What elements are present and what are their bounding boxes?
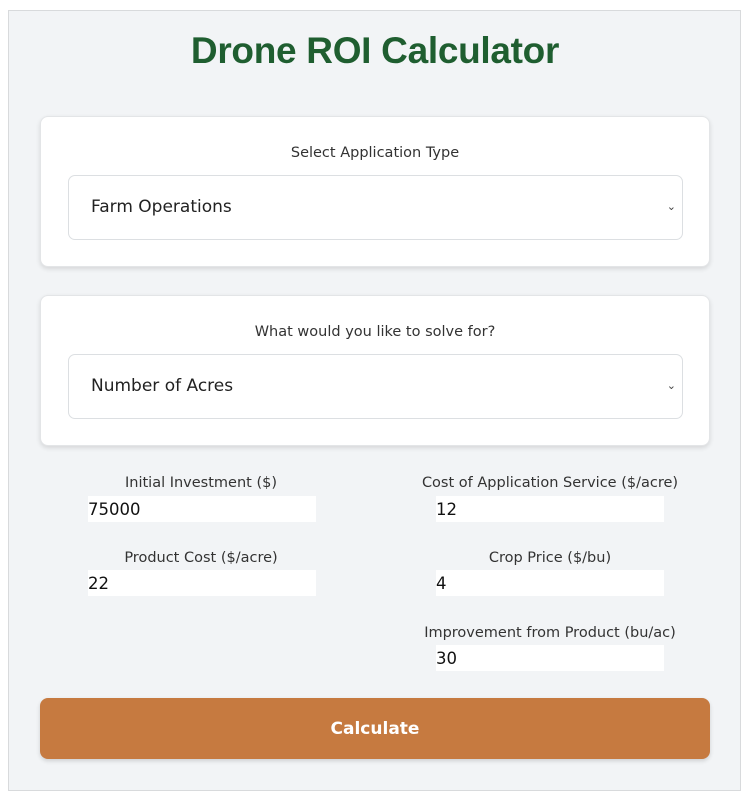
solve-for-value: Number of Acres	[91, 376, 234, 396]
application-type-value: Farm Operations	[91, 197, 232, 217]
application-type-card: Select Application Type Farm Operations …	[40, 116, 710, 267]
improvement-input[interactable]	[436, 645, 664, 671]
initial-investment-label: Initial Investment ($)	[124, 475, 277, 491]
solve-for-card: What would you like to solve for? Number…	[40, 295, 710, 446]
crop-price-label: Crop Price ($/bu)	[488, 550, 612, 566]
application-type-select[interactable]: Farm Operations ⌄	[68, 175, 683, 240]
solve-for-label: What would you like to solve for?	[254, 324, 496, 340]
calculate-button[interactable]: Calculate	[40, 698, 710, 759]
initial-investment-input[interactable]	[88, 496, 316, 522]
chevron-down-icon: ⌄	[666, 379, 676, 392]
product-cost-input[interactable]	[88, 570, 316, 596]
chevron-down-icon: ⌄	[666, 200, 676, 213]
page-title: Drone ROI Calculator	[190, 30, 560, 71]
product-cost-label: Product Cost ($/acre)	[124, 550, 278, 566]
application-service-cost-label: Cost of Application Service ($/acre)	[421, 475, 679, 491]
crop-price-input[interactable]	[436, 570, 664, 596]
application-type-label: Select Application Type	[290, 145, 460, 161]
solve-for-select[interactable]: Number of Acres ⌄	[68, 354, 683, 419]
improvement-label: Improvement from Product (bu/ac)	[424, 625, 676, 641]
application-service-cost-input[interactable]	[436, 496, 664, 522]
